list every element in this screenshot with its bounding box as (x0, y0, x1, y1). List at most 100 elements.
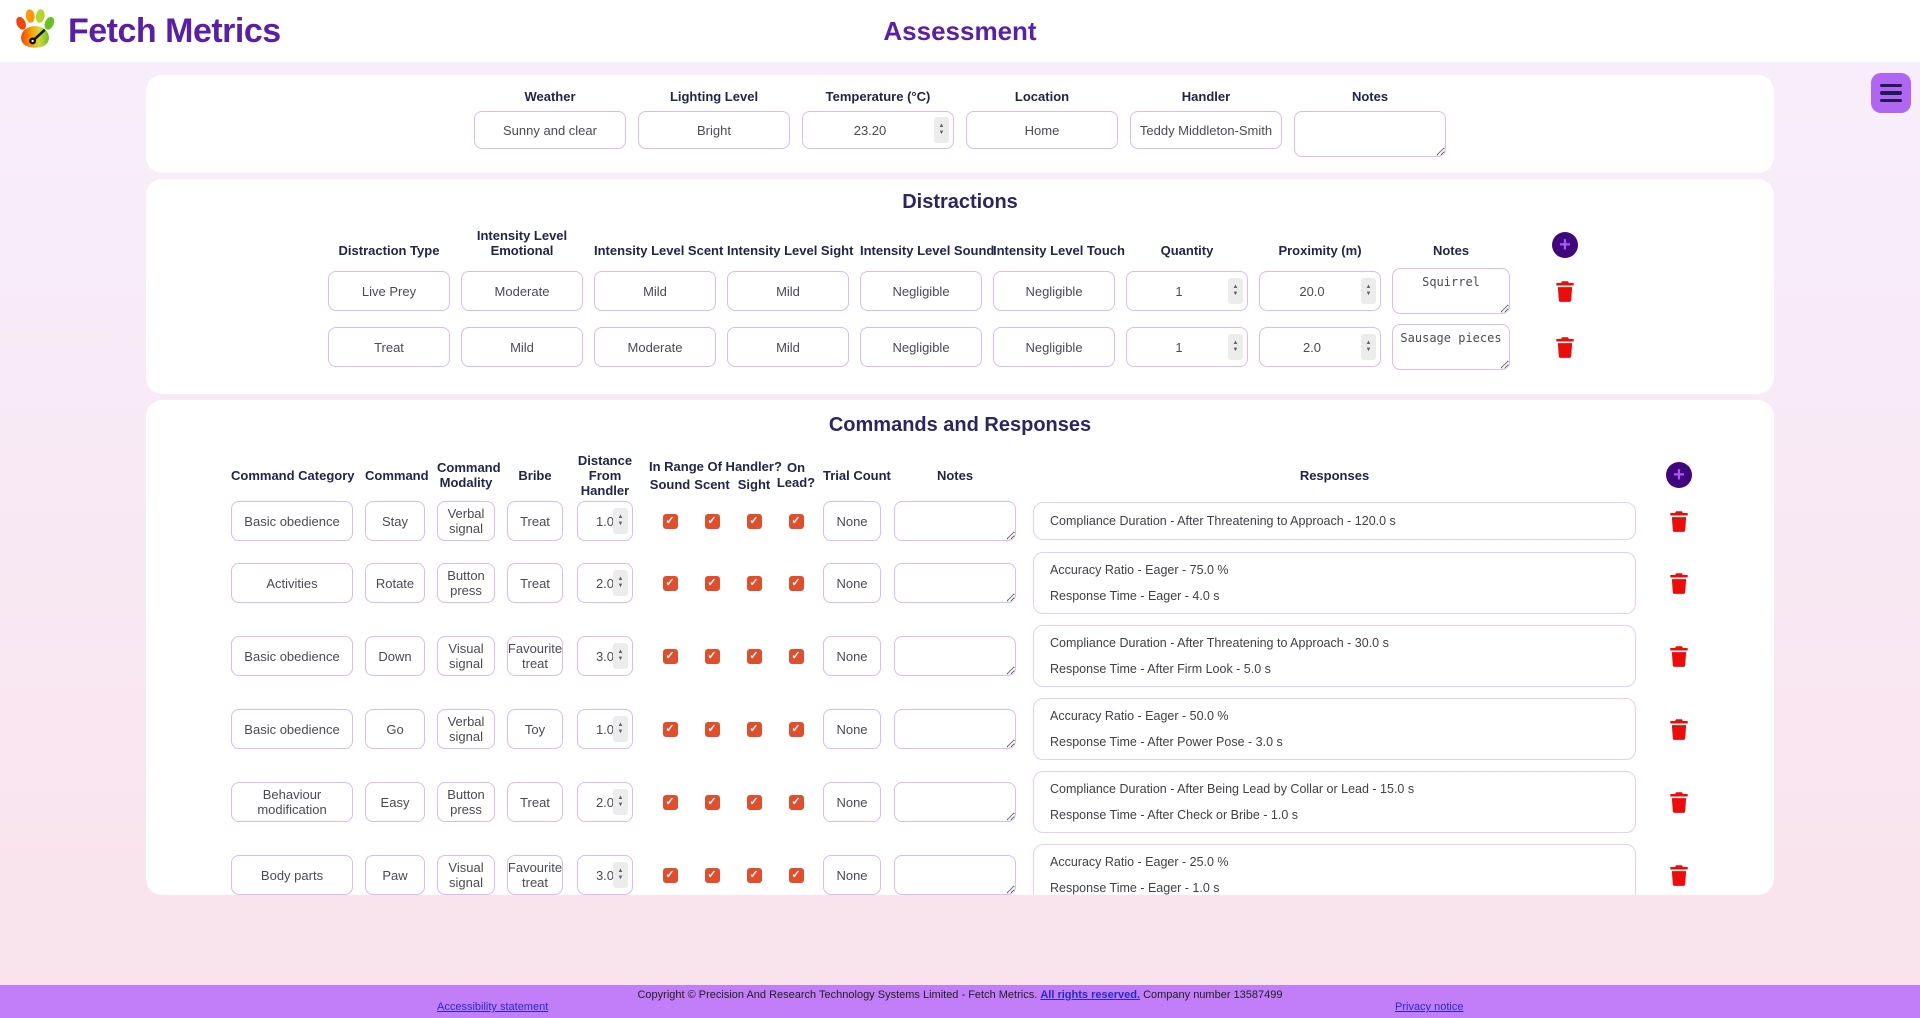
distraction-notes-textarea[interactable]: Squirrel (1392, 268, 1510, 314)
intensity-emotional-select[interactable]: Moderate (461, 271, 583, 311)
bribe-select[interactable]: Toy (507, 709, 563, 749)
delete-distraction-button[interactable] (1552, 334, 1578, 360)
distraction-type-select[interactable]: Treat (328, 327, 450, 367)
number-stepper[interactable]: ▲ ▼ (613, 508, 628, 534)
responses-box[interactable]: Accuracy Ratio - Eager - 50.0 % Response… (1033, 698, 1636, 760)
command-notes-textarea[interactable] (894, 709, 1016, 749)
command-notes-textarea[interactable] (894, 501, 1016, 541)
delete-command-button[interactable] (1666, 643, 1692, 669)
delete-command-button[interactable] (1666, 862, 1692, 888)
command-category-select[interactable]: Basic obedience (231, 636, 353, 676)
number-stepper[interactable]: ▲ ▼ (613, 789, 628, 815)
command-select[interactable]: Down (365, 636, 425, 676)
command-modality-select[interactable]: Visual signal (437, 636, 495, 676)
responses-box[interactable]: Compliance Duration - After Threatening … (1033, 625, 1636, 687)
trial-count-select[interactable]: None (823, 636, 881, 676)
command-category-select[interactable]: Basic obedience (231, 501, 353, 541)
on-lead-checkbox[interactable] (788, 513, 804, 529)
command-modality-select[interactable]: Verbal signal (437, 501, 495, 541)
add-command-button[interactable]: + (1666, 462, 1692, 488)
delete-command-button[interactable] (1666, 716, 1692, 742)
proximity-input[interactable]: 2.0 ▲ ▼ (1259, 327, 1381, 367)
responses-box[interactable]: Compliance Duration - After Threatening … (1033, 502, 1636, 540)
handler-select[interactable]: Teddy Middleton-Smith (1130, 111, 1282, 149)
command-category-select[interactable]: Body parts (231, 855, 353, 895)
notes-textarea[interactable] (1294, 111, 1446, 157)
intensity-sight-select[interactable]: Mild (727, 271, 849, 311)
distance-input[interactable]: 3.0 ▲ ▼ (577, 855, 633, 895)
sound-checkbox[interactable] (662, 794, 678, 810)
scent-checkbox[interactable] (704, 794, 720, 810)
sound-checkbox[interactable] (662, 575, 678, 591)
delete-command-button[interactable] (1666, 508, 1692, 534)
command-modality-select[interactable]: Button press (437, 782, 495, 822)
command-modality-select[interactable]: Visual signal (437, 855, 495, 895)
number-stepper[interactable]: ▲ ▼ (613, 862, 628, 888)
scent-checkbox[interactable] (704, 513, 720, 529)
accessibility-statement-link[interactable]: Accessibility statement (437, 1001, 549, 1013)
number-stepper[interactable]: ▲ ▼ (613, 716, 628, 742)
scent-checkbox[interactable] (704, 648, 720, 664)
command-category-select[interactable]: Behaviour modification (231, 782, 353, 822)
number-stepper[interactable]: ▲ ▼ (1361, 334, 1376, 360)
sound-checkbox[interactable] (662, 513, 678, 529)
scent-checkbox[interactable] (704, 575, 720, 591)
number-stepper[interactable]: ▲ ▼ (613, 643, 628, 669)
sight-checkbox[interactable] (746, 648, 762, 664)
intensity-scent-select[interactable]: Mild (594, 271, 716, 311)
responses-box[interactable]: Compliance Duration - After Being Lead b… (1033, 771, 1636, 833)
intensity-sound-select[interactable]: Negligible (860, 271, 982, 311)
on-lead-checkbox[interactable] (788, 575, 804, 591)
number-stepper[interactable]: ▲ ▼ (1228, 334, 1243, 360)
bribe-select[interactable]: Treat (507, 782, 563, 822)
distance-input[interactable]: 1.0 ▲ ▼ (577, 501, 633, 541)
responses-box[interactable]: Accuracy Ratio - Eager - 25.0 % Response… (1033, 844, 1636, 895)
bribe-select[interactable]: Favourite treat (507, 636, 563, 676)
delete-distraction-button[interactable] (1552, 278, 1578, 304)
proximity-input[interactable]: 20.0 ▲ ▼ (1259, 271, 1381, 311)
delete-command-button[interactable] (1666, 789, 1692, 815)
command-select[interactable]: Easy (365, 782, 425, 822)
trial-count-select[interactable]: None (823, 563, 881, 603)
bribe-select[interactable]: Favourite treat (507, 855, 563, 895)
weather-select[interactable]: Sunny and clear (474, 111, 626, 149)
command-category-select[interactable]: Basic obedience (231, 709, 353, 749)
add-distraction-button[interactable]: + (1552, 232, 1578, 258)
scent-checkbox[interactable] (704, 721, 720, 737)
trial-count-select[interactable]: None (823, 855, 881, 895)
location-select[interactable]: Home (966, 111, 1118, 149)
number-stepper[interactable]: ▲ ▼ (934, 117, 949, 143)
command-notes-textarea[interactable] (894, 855, 1016, 895)
intensity-touch-select[interactable]: Negligible (993, 271, 1115, 311)
command-notes-textarea[interactable] (894, 563, 1016, 603)
all-rights-reserved-link[interactable]: All rights reserved. (1040, 989, 1140, 1001)
lighting-level-select[interactable]: Bright (638, 111, 790, 149)
trial-count-select[interactable]: None (823, 501, 881, 541)
sight-checkbox[interactable] (746, 721, 762, 737)
hamburger-menu-button[interactable] (1871, 73, 1911, 113)
distance-input[interactable]: 3.0 ▲ ▼ (577, 636, 633, 676)
responses-box[interactable]: Accuracy Ratio - Eager - 75.0 % Response… (1033, 552, 1636, 614)
sight-checkbox[interactable] (746, 575, 762, 591)
on-lead-checkbox[interactable] (788, 867, 804, 883)
sound-checkbox[interactable] (662, 721, 678, 737)
intensity-emotional-select[interactable]: Mild (461, 327, 583, 367)
on-lead-checkbox[interactable] (788, 794, 804, 810)
on-lead-checkbox[interactable] (788, 648, 804, 664)
intensity-sound-select[interactable]: Negligible (860, 327, 982, 367)
intensity-touch-select[interactable]: Negligible (993, 327, 1115, 367)
distance-input[interactable]: 2.0 ▲ ▼ (577, 563, 633, 603)
distance-input[interactable]: 1.0 ▲ ▼ (577, 709, 633, 749)
sight-checkbox[interactable] (746, 513, 762, 529)
sound-checkbox[interactable] (662, 648, 678, 664)
brand[interactable]: Fetch Metrics (12, 6, 281, 57)
quantity-input[interactable]: 1 ▲ ▼ (1126, 327, 1248, 367)
command-notes-textarea[interactable] (894, 636, 1016, 676)
temperature-input[interactable]: 23.20 ▲ ▼ (802, 111, 954, 149)
command-modality-select[interactable]: Verbal signal (437, 709, 495, 749)
command-notes-textarea[interactable] (894, 782, 1016, 822)
distraction-notes-textarea[interactable]: Sausage pieces (1392, 324, 1510, 370)
command-select[interactable]: Go (365, 709, 425, 749)
number-stepper[interactable]: ▲ ▼ (1361, 278, 1376, 304)
intensity-sight-select[interactable]: Mild (727, 327, 849, 367)
